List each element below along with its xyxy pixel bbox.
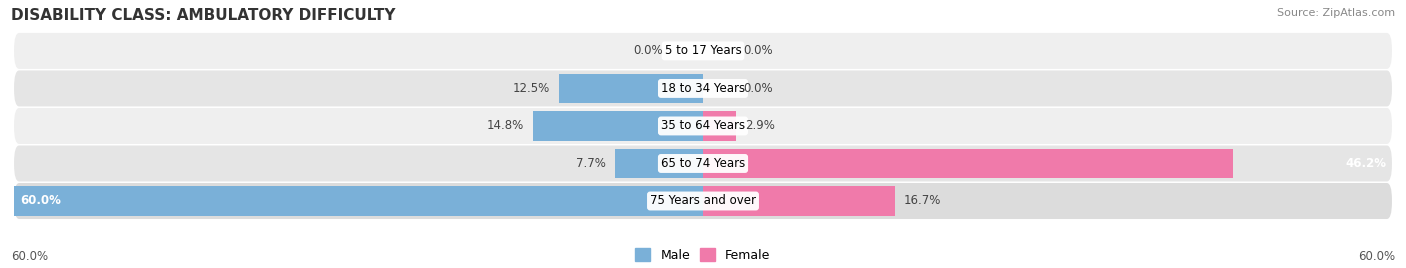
- Text: 0.0%: 0.0%: [633, 44, 662, 57]
- Bar: [703, 149, 1233, 178]
- Text: 2.9%: 2.9%: [745, 120, 775, 132]
- Text: 35 to 64 Years: 35 to 64 Years: [661, 120, 745, 132]
- Bar: [14, 186, 703, 216]
- Text: 46.2%: 46.2%: [1346, 157, 1386, 170]
- FancyBboxPatch shape: [14, 183, 1392, 219]
- Text: Source: ZipAtlas.com: Source: ZipAtlas.com: [1277, 8, 1395, 18]
- FancyBboxPatch shape: [14, 108, 1392, 144]
- Text: 0.0%: 0.0%: [744, 82, 773, 95]
- FancyBboxPatch shape: [14, 70, 1392, 106]
- Text: 0.0%: 0.0%: [744, 44, 773, 57]
- Text: 16.7%: 16.7%: [904, 195, 941, 207]
- Text: 7.7%: 7.7%: [575, 157, 606, 170]
- Text: 65 to 74 Years: 65 to 74 Years: [661, 157, 745, 170]
- Text: 14.8%: 14.8%: [486, 120, 524, 132]
- Bar: [533, 111, 703, 141]
- Text: 60.0%: 60.0%: [11, 250, 48, 263]
- Text: 60.0%: 60.0%: [1358, 250, 1395, 263]
- Bar: [703, 186, 894, 216]
- Text: 75 Years and over: 75 Years and over: [650, 195, 756, 207]
- FancyBboxPatch shape: [14, 146, 1392, 181]
- Bar: [703, 111, 737, 141]
- Text: 5 to 17 Years: 5 to 17 Years: [665, 44, 741, 57]
- Text: DISABILITY CLASS: AMBULATORY DIFFICULTY: DISABILITY CLASS: AMBULATORY DIFFICULTY: [11, 8, 395, 23]
- Bar: [560, 74, 703, 103]
- Bar: [614, 149, 703, 178]
- Text: 12.5%: 12.5%: [513, 82, 550, 95]
- Legend: Male, Female: Male, Female: [636, 248, 770, 262]
- FancyBboxPatch shape: [14, 33, 1392, 69]
- Text: 60.0%: 60.0%: [20, 195, 60, 207]
- Text: 18 to 34 Years: 18 to 34 Years: [661, 82, 745, 95]
